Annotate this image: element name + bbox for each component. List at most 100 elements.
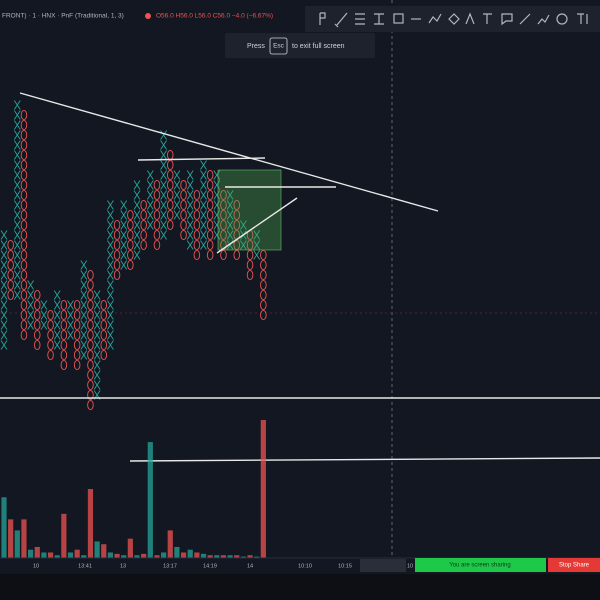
x-box bbox=[200, 170, 207, 180]
tool-icon[interactable] bbox=[374, 13, 384, 25]
o-box bbox=[180, 229, 187, 241]
stop-share-button[interactable] bbox=[548, 558, 600, 572]
x-box bbox=[93, 290, 101, 300]
x-box bbox=[67, 310, 74, 320]
tool-icon[interactable] bbox=[355, 13, 365, 25]
o-box bbox=[87, 389, 94, 401]
time-label: 13:41 bbox=[78, 563, 92, 569]
pnf-column bbox=[7, 239, 14, 301]
toast-text: Press bbox=[247, 43, 265, 50]
pnf-column bbox=[253, 230, 261, 260]
o-box bbox=[73, 329, 81, 341]
x-box bbox=[120, 210, 128, 220]
o-box bbox=[87, 319, 94, 331]
o-box bbox=[34, 319, 41, 331]
x-box bbox=[200, 180, 207, 190]
time-label: 10:15 bbox=[338, 563, 352, 569]
o-box bbox=[260, 299, 267, 311]
horizontal-line[interactable] bbox=[129, 457, 600, 462]
o-box bbox=[140, 209, 147, 221]
x-box bbox=[213, 210, 221, 220]
x-box bbox=[146, 180, 154, 190]
x-box bbox=[107, 260, 114, 270]
x-box bbox=[93, 330, 101, 340]
tool-icon[interactable] bbox=[428, 13, 442, 24]
trend-line[interactable] bbox=[137, 157, 266, 161]
volume-bar bbox=[141, 553, 147, 558]
x-box bbox=[186, 170, 194, 180]
x-box bbox=[107, 220, 114, 230]
pnf-column bbox=[93, 290, 101, 400]
o-box bbox=[206, 199, 214, 211]
volume-bar bbox=[207, 555, 213, 558]
o-box bbox=[20, 219, 28, 231]
tool-icon[interactable] bbox=[537, 14, 550, 25]
volume-bar bbox=[254, 556, 260, 558]
volume-bar bbox=[134, 555, 140, 558]
tool-icon[interactable] bbox=[483, 13, 492, 24]
x-box bbox=[107, 210, 114, 220]
o-box bbox=[220, 189, 227, 201]
x-box bbox=[146, 210, 154, 220]
x-box bbox=[0, 320, 8, 330]
pnf-column bbox=[100, 299, 107, 361]
x-box bbox=[240, 220, 247, 230]
rectangle-drawing[interactable] bbox=[217, 169, 282, 251]
x-box bbox=[13, 230, 21, 240]
tool-icon[interactable] bbox=[501, 13, 513, 26]
o-box bbox=[34, 329, 41, 341]
pnf-column bbox=[160, 130, 167, 240]
tool-icon[interactable] bbox=[577, 13, 588, 24]
time-label: 14 bbox=[247, 563, 253, 569]
x-box bbox=[186, 240, 194, 250]
o-box bbox=[260, 279, 267, 291]
pnf-column bbox=[73, 299, 81, 371]
pnf-column bbox=[13, 100, 21, 300]
x-box bbox=[133, 220, 141, 230]
tool-icon[interactable] bbox=[334, 12, 348, 28]
x-box bbox=[13, 200, 21, 210]
stop-share-label[interactable]: Stop Share bbox=[559, 563, 590, 569]
toolbar-icons[interactable] bbox=[319, 12, 588, 28]
tool-icon[interactable] bbox=[465, 12, 475, 25]
status-dot bbox=[145, 13, 151, 19]
tool-icon[interactable] bbox=[319, 12, 326, 25]
o-box bbox=[20, 149, 28, 161]
x-box bbox=[13, 180, 21, 190]
o-box bbox=[34, 289, 41, 301]
pnf-column bbox=[0, 230, 8, 350]
x-box bbox=[0, 310, 8, 320]
x-box bbox=[40, 300, 48, 310]
o-box bbox=[233, 239, 240, 251]
o-box bbox=[87, 329, 94, 341]
x-box bbox=[160, 140, 167, 150]
o-box bbox=[180, 209, 187, 221]
x-box bbox=[80, 290, 88, 300]
o-box bbox=[193, 199, 201, 211]
trend-line[interactable] bbox=[216, 197, 298, 254]
x-box bbox=[200, 190, 207, 200]
trend-line[interactable] bbox=[19, 92, 439, 212]
time-label: 13:17 bbox=[163, 563, 177, 569]
o-box bbox=[260, 249, 267, 261]
tool-icon[interactable] bbox=[448, 13, 460, 25]
o-box bbox=[7, 249, 14, 261]
x-box bbox=[107, 200, 114, 210]
o-box bbox=[166, 179, 174, 191]
x-box bbox=[200, 160, 207, 170]
tool-icon[interactable] bbox=[393, 13, 404, 24]
pnf-plot bbox=[0, 100, 267, 411]
volume-bar bbox=[28, 549, 34, 558]
x-box bbox=[40, 310, 48, 320]
tool-icon[interactable] bbox=[519, 13, 531, 25]
o-box bbox=[20, 209, 28, 221]
x-box bbox=[186, 190, 194, 200]
o-box bbox=[193, 209, 201, 221]
tool-icon[interactable] bbox=[556, 13, 568, 25]
volume-bar bbox=[194, 552, 200, 558]
o-box bbox=[140, 239, 147, 251]
x-box bbox=[13, 260, 21, 270]
o-box bbox=[113, 219, 121, 231]
o-box bbox=[127, 259, 134, 271]
